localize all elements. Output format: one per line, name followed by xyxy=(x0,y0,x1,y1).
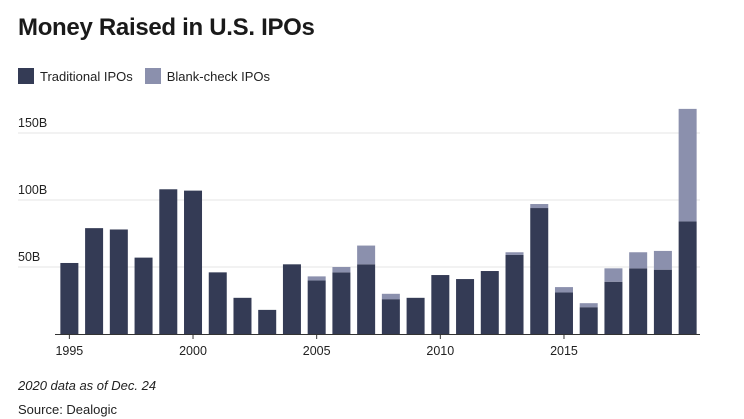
bar-traditional-2013 xyxy=(505,254,524,334)
bar-traditional-2017 xyxy=(604,281,623,334)
x-tick-label: 2005 xyxy=(303,344,331,358)
bar-blank-check-2019 xyxy=(653,250,672,270)
bar-traditional-2010 xyxy=(431,275,450,334)
bar-traditional-2020 xyxy=(678,221,697,334)
chart-title: Money Raised in U.S. IPOs xyxy=(18,14,315,41)
footnote: 2020 data as of Dec. 24 xyxy=(18,378,157,393)
legend-item-traditional: Traditional IPOs xyxy=(18,68,133,84)
bar-blank-check-2017 xyxy=(604,268,623,282)
legend-label-blank-check: Blank-check IPOs xyxy=(166,68,271,84)
bar-blank-check-2008 xyxy=(381,293,400,300)
bar-traditional-2019 xyxy=(653,269,672,334)
bar-traditional-2000 xyxy=(184,190,203,334)
bar-blank-check-2013 xyxy=(505,252,524,255)
bar-traditional-2003 xyxy=(258,309,277,334)
bar-blank-check-2007 xyxy=(357,245,376,265)
bar-traditional-2016 xyxy=(579,307,598,334)
y-tick-label: 100B xyxy=(18,183,47,197)
bar-traditional-2009 xyxy=(406,297,425,334)
x-tick-label: 1995 xyxy=(55,344,83,358)
bar-blank-check-2020 xyxy=(678,108,697,222)
bar-traditional-2002 xyxy=(233,297,252,334)
bar-blank-check-2016 xyxy=(579,303,598,308)
bar-traditional-2011 xyxy=(456,279,475,334)
y-tick-label: 50B xyxy=(18,250,40,264)
legend-item-blank-check: Blank-check IPOs xyxy=(144,68,271,84)
bar-traditional-2006 xyxy=(332,272,351,334)
bar-traditional-1998 xyxy=(134,257,153,334)
legend-swatch-blank-check xyxy=(144,68,161,84)
bar-traditional-2005 xyxy=(307,280,326,334)
bar-traditional-2004 xyxy=(282,264,301,334)
bar-traditional-2001 xyxy=(208,272,227,334)
bar-blank-check-2015 xyxy=(554,287,573,293)
bar-blank-check-2006 xyxy=(332,267,351,273)
legend: Traditional IPOs Blank-check IPOs xyxy=(18,68,282,84)
bar-blank-check-2018 xyxy=(629,252,648,269)
legend-swatch-traditional xyxy=(18,68,34,84)
bar-traditional-2015 xyxy=(554,292,573,334)
legend-label-traditional: Traditional IPOs xyxy=(40,68,133,84)
x-tick-label: 2015 xyxy=(550,344,578,358)
source-note: Source: Dealogic xyxy=(18,402,117,417)
x-tick-label: 2010 xyxy=(426,344,454,358)
bar-blank-check-2014 xyxy=(530,204,549,209)
bar-traditional-2007 xyxy=(357,264,376,334)
bar-traditional-2014 xyxy=(530,208,549,334)
x-tick-label: 2000 xyxy=(179,344,207,358)
bar-traditional-1999 xyxy=(159,189,178,334)
bar-traditional-1996 xyxy=(85,228,104,334)
y-tick-label: 150B xyxy=(18,116,47,130)
bar-traditional-1995 xyxy=(60,262,79,334)
bar-blank-check-2005 xyxy=(307,276,326,281)
bar-traditional-1997 xyxy=(109,229,128,334)
bar-traditional-2008 xyxy=(381,299,400,334)
bar-traditional-2012 xyxy=(480,271,499,334)
bar-traditional-2018 xyxy=(629,268,648,334)
